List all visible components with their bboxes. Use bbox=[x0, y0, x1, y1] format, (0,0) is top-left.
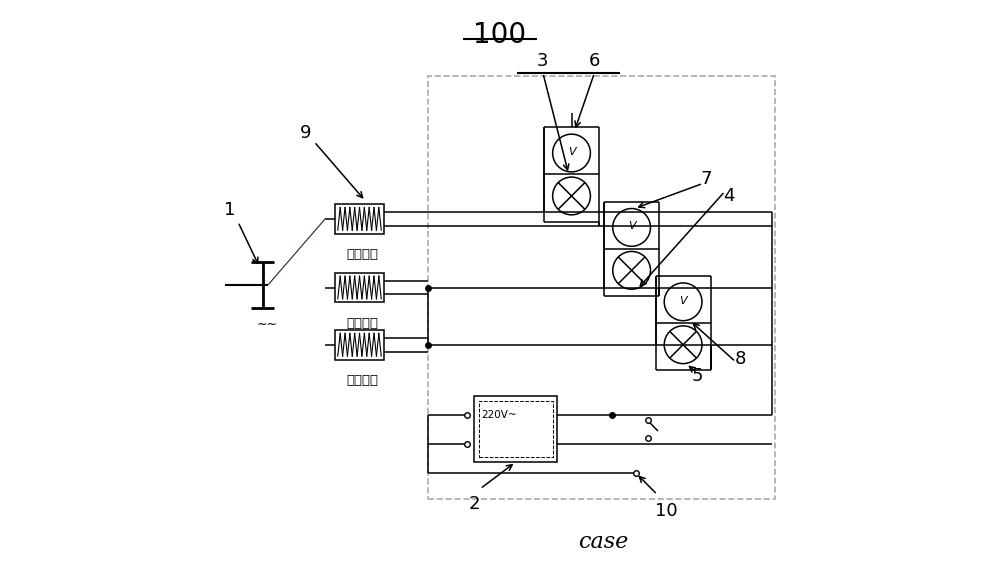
Bar bbox=[335, 273, 384, 302]
Text: case: case bbox=[578, 531, 628, 553]
Text: V: V bbox=[568, 147, 575, 157]
Text: 拉刀信号: 拉刀信号 bbox=[347, 317, 379, 329]
Text: 2: 2 bbox=[468, 494, 480, 513]
Bar bbox=[479, 401, 553, 458]
Text: 1: 1 bbox=[224, 201, 236, 219]
Text: 8: 8 bbox=[735, 350, 746, 368]
Bar bbox=[474, 396, 557, 462]
Text: 3: 3 bbox=[537, 52, 549, 71]
Text: 220V~: 220V~ bbox=[481, 409, 517, 420]
Text: 松刀信号: 松刀信号 bbox=[347, 374, 379, 387]
Bar bbox=[335, 330, 384, 359]
Text: 9: 9 bbox=[300, 124, 311, 142]
Text: 6: 6 bbox=[589, 52, 600, 71]
Text: V: V bbox=[628, 221, 635, 231]
Bar bbox=[335, 204, 384, 233]
Text: 无刀信号: 无刀信号 bbox=[347, 248, 379, 261]
Text: 4: 4 bbox=[723, 187, 735, 205]
Text: 10: 10 bbox=[655, 502, 677, 520]
Bar bbox=[428, 76, 775, 499]
Text: 100: 100 bbox=[473, 21, 527, 49]
Text: V: V bbox=[679, 296, 687, 306]
Text: 7: 7 bbox=[700, 170, 712, 188]
Text: ∼∼: ∼∼ bbox=[257, 318, 278, 331]
Text: 5: 5 bbox=[692, 367, 703, 385]
